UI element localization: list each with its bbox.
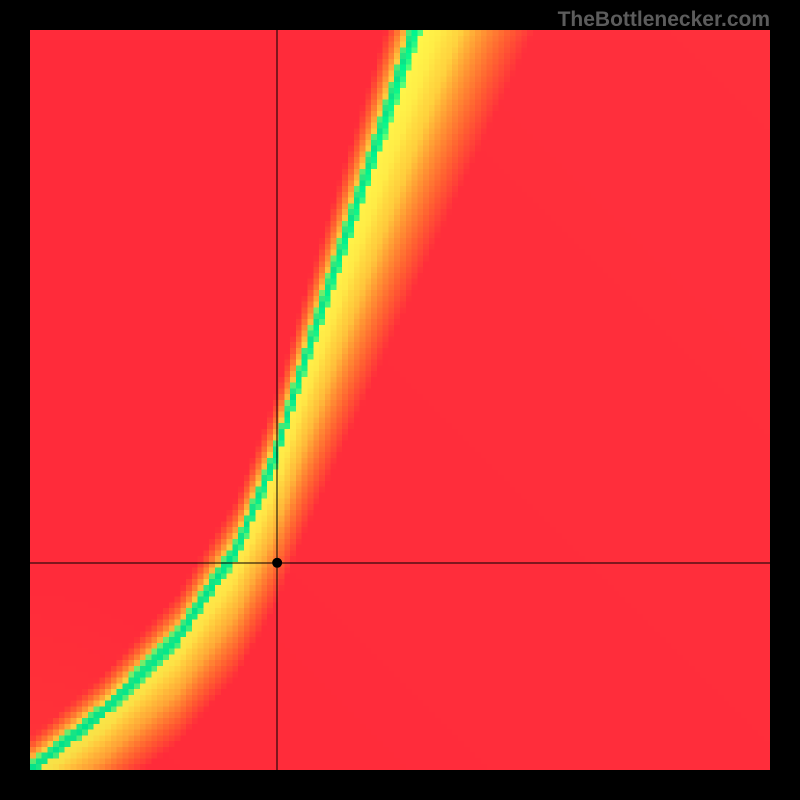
chart-container: TheBottlenecker.com <box>0 0 800 800</box>
bottleneck-heatmap <box>30 30 770 770</box>
watermark-text: TheBottlenecker.com <box>558 8 770 32</box>
